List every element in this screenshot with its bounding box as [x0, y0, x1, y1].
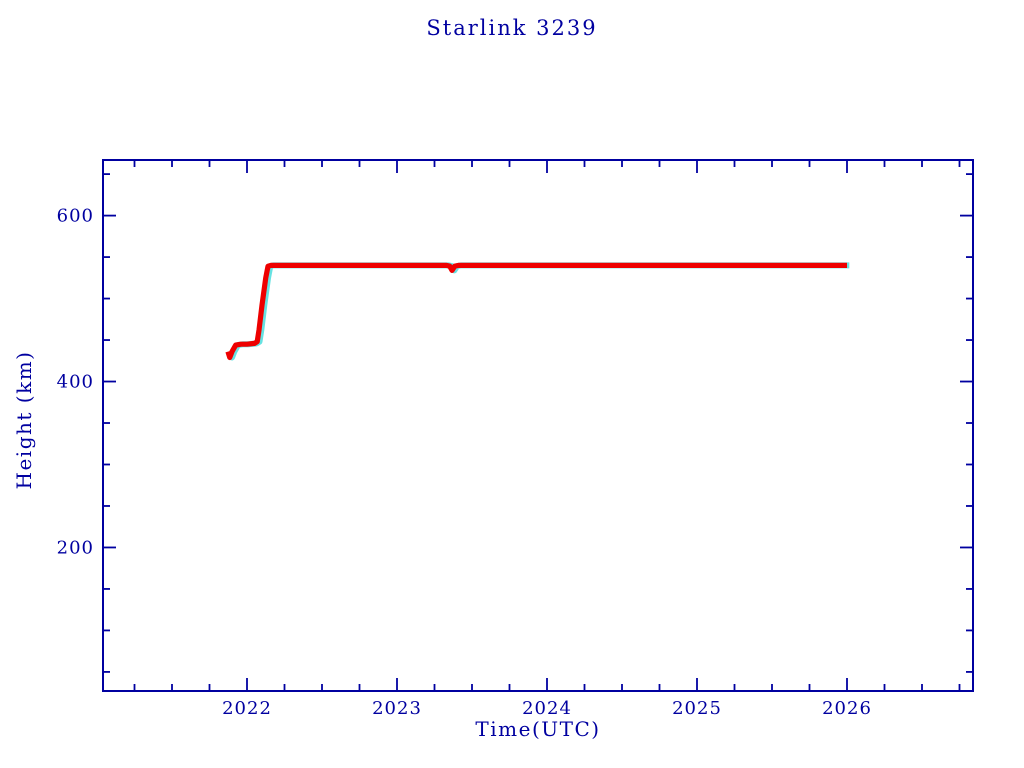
- y-axis-tick-label: 200: [57, 537, 94, 558]
- x-axis-tick-label: 2023: [372, 698, 422, 719]
- y-axis-tick-label: 400: [57, 372, 94, 393]
- y-axis-tick-label: 600: [57, 206, 94, 227]
- x-axis-tick-label: 2026: [822, 698, 872, 719]
- x-axis-title: Time(UTC): [475, 717, 601, 741]
- series-height-markers-cyan: [227, 262, 850, 361]
- x-axis-tick-label: 2025: [672, 698, 722, 719]
- x-axis-tick-label: 2024: [522, 698, 572, 719]
- x-axis-tick-label: 2022: [222, 698, 272, 719]
- plot-frame: [102, 159, 974, 692]
- series-height-line-red: [225, 262, 847, 361]
- chart-title: Starlink 3239: [426, 16, 598, 40]
- y-axis-title: Height (km): [12, 350, 36, 490]
